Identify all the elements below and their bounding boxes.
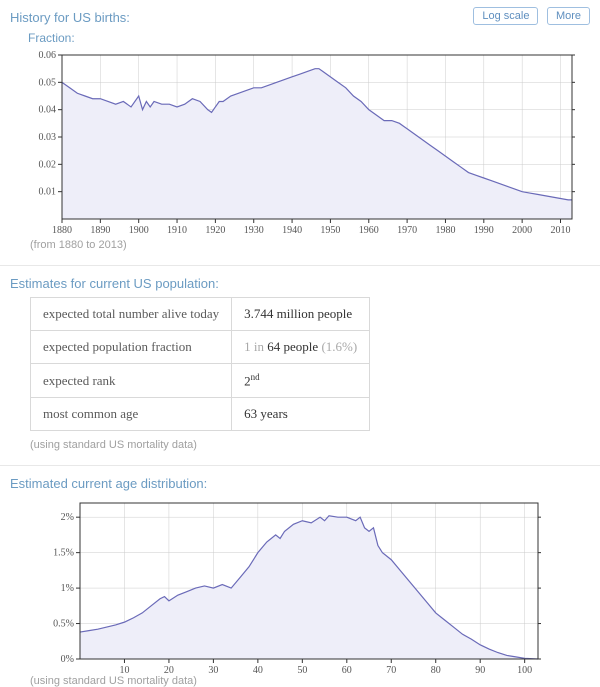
table-row: most common age 63 years [31,398,370,431]
svg-text:1940: 1940 [282,225,302,236]
svg-text:0.05: 0.05 [39,77,57,88]
svg-text:1960: 1960 [359,225,379,236]
more-button[interactable]: More [547,7,590,25]
svg-text:0.06: 0.06 [39,50,57,61]
svg-text:2000: 2000 [512,225,532,236]
row-label: expected total number alive today [31,298,232,331]
svg-text:50: 50 [297,665,307,676]
svg-text:1890: 1890 [90,225,110,236]
svg-text:100: 100 [517,665,532,676]
row-value: 1 in 64 people (1.6%) [232,331,370,364]
svg-text:1970: 1970 [397,225,417,236]
svg-text:1880: 1880 [52,225,72,236]
svg-text:2%: 2% [61,513,74,524]
svg-text:0.03: 0.03 [39,132,57,143]
svg-text:1.5%: 1.5% [53,548,74,559]
chart-subtitle: Fraction: [28,31,590,45]
age-distribution-chart: 1020304050607080901000%0.5%1%1.5%2% [32,497,552,677]
svg-text:0.5%: 0.5% [53,619,74,630]
svg-text:80: 80 [431,665,441,676]
panel-history: History for US births: Log scale More Fr… [0,0,600,266]
panel-title: Estimates for current US population: [10,276,590,291]
svg-text:0.02: 0.02 [39,159,57,170]
svg-text:40: 40 [253,665,263,676]
row-value: 63 years [232,398,370,431]
births-history-chart: 1880 1890 1900 1910 1920 1930 1940 1950 1960 1970… [22,49,582,239]
estimates-table: expected total number alive today 3.744 … [30,297,370,431]
svg-text:1980: 1980 [435,225,455,236]
table-row: expected total number alive today 3.744 … [31,298,370,331]
svg-text:0%: 0% [61,654,74,665]
panel-age-dist: Estimated current age distribution: 1020… [0,466,600,687]
panel-estimates: Estimates for current US population: exp… [0,266,600,466]
row-value: 3.744 million people [232,298,370,331]
svg-text:1930: 1930 [244,225,264,236]
panel-title: Estimated current age distribution: [10,476,590,491]
svg-text:1950: 1950 [320,225,340,236]
svg-text:70: 70 [386,665,396,676]
row-label: most common age [31,398,232,431]
row-value: 2nd [232,364,370,398]
table-caption: (using standard US mortality data) [30,439,590,451]
svg-text:0.04: 0.04 [39,105,57,116]
svg-text:30: 30 [208,665,218,676]
svg-text:1990: 1990 [474,225,494,236]
table-row: expected rank 2nd [31,364,370,398]
chart-toolbar: Log scale More [469,6,590,25]
row-label: expected rank [31,364,232,398]
svg-text:90: 90 [475,665,485,676]
svg-text:1910: 1910 [167,225,187,236]
log-scale-button[interactable]: Log scale [473,7,538,25]
svg-text:2010: 2010 [550,225,570,236]
svg-text:1%: 1% [61,583,74,594]
svg-text:0.01: 0.01 [39,187,57,198]
svg-text:1900: 1900 [129,225,149,236]
row-label: expected population fraction [31,331,232,364]
chart-caption: (from 1880 to 2013) [30,239,590,251]
svg-text:1920: 1920 [205,225,225,236]
svg-text:60: 60 [342,665,352,676]
table-row: expected population fraction 1 in 64 peo… [31,331,370,364]
chart-caption: (using standard US mortality data) [30,675,590,687]
